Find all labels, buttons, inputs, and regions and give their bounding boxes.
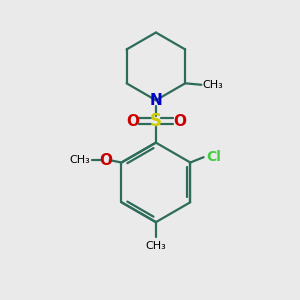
Text: N: N [149,93,162,108]
Text: CH₃: CH₃ [69,155,90,165]
Text: CH₃: CH₃ [146,241,166,251]
Text: S: S [150,112,162,130]
Text: O: O [173,114,186,129]
Text: CH₃: CH₃ [202,80,223,90]
Text: O: O [126,114,139,129]
Text: O: O [100,153,113,168]
Text: Cl: Cl [206,150,221,164]
